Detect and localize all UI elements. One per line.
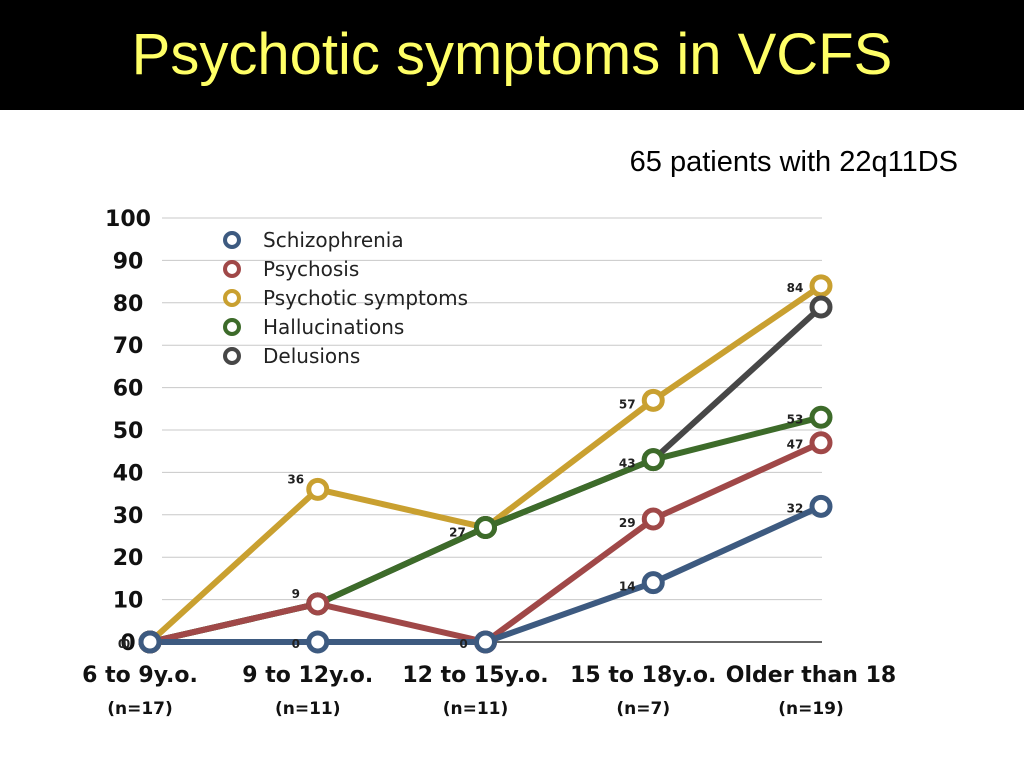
data-label: 53 bbox=[787, 412, 804, 426]
x-tick-label: 6 to 9y.o. bbox=[82, 663, 198, 688]
legend-label: Hallucinations bbox=[263, 315, 404, 339]
legend-marker-hallucinations bbox=[223, 318, 241, 336]
data-label: 36 bbox=[287, 472, 304, 486]
data-label: 57 bbox=[619, 397, 636, 411]
slide-subtitle: 65 patients with 22q11DS bbox=[629, 146, 958, 178]
series-point-delusions bbox=[809, 295, 833, 319]
legend-label: Psychosis bbox=[263, 257, 359, 281]
title-bar bbox=[0, 0, 1024, 110]
y-tick-label: 90 bbox=[113, 249, 144, 274]
y-tick-label: 60 bbox=[113, 377, 144, 402]
x-tick-sublabel: (n=17) bbox=[107, 699, 173, 719]
legend-label: Psychotic symptoms bbox=[263, 286, 468, 310]
y-tick-label: 40 bbox=[113, 461, 144, 486]
data-label: 0 bbox=[292, 637, 300, 651]
y-tick-label: 80 bbox=[113, 292, 144, 317]
series-point-hallucinations bbox=[809, 405, 833, 429]
series-point-psychotic-symptoms bbox=[306, 477, 330, 501]
series-point-hallucinations bbox=[474, 516, 497, 540]
series-point-schizophrenia bbox=[306, 630, 330, 654]
data-label: 0 bbox=[122, 637, 130, 651]
x-tick-sublabel: (n=11) bbox=[443, 699, 509, 719]
series-point-schizophrenia bbox=[641, 571, 665, 595]
slide-title: Psychotic symptoms in VCFS bbox=[131, 22, 893, 87]
y-tick-label: 100 bbox=[105, 207, 151, 232]
data-label: 32 bbox=[787, 501, 804, 515]
x-tick-sublabel: (n=19) bbox=[778, 699, 844, 719]
x-tick-label: 12 to 15y.o. bbox=[402, 663, 548, 688]
data-label: 27 bbox=[449, 526, 466, 540]
series-line-psychotic-symptoms bbox=[147, 282, 824, 645]
series-point-psychotic-symptoms bbox=[809, 274, 833, 298]
series-point-schizophrenia bbox=[809, 494, 833, 518]
data-label: 84 bbox=[787, 281, 804, 295]
x-tick-sublabel: (n=7) bbox=[616, 699, 670, 719]
data-label: 0 bbox=[118, 637, 126, 651]
data-label: 9 bbox=[292, 587, 300, 601]
data-label: 14 bbox=[619, 580, 636, 594]
data-label: 43 bbox=[619, 457, 636, 471]
y-tick-label: 0 bbox=[120, 631, 135, 656]
series-point-psychotic-symptoms bbox=[641, 388, 665, 412]
x-tick-sublabel: (n=11) bbox=[275, 699, 341, 719]
series-point-psychosis bbox=[809, 431, 833, 455]
legend-label: Delusions bbox=[263, 344, 360, 368]
y-tick-label: 20 bbox=[113, 546, 144, 571]
x-tick-label: 9 to 12y.o. bbox=[242, 663, 373, 688]
y-tick-label: 30 bbox=[113, 504, 144, 529]
data-label: 0 bbox=[459, 637, 467, 651]
legend-label: Schizophrenia bbox=[263, 228, 404, 252]
x-tick-label: 15 to 18y.o. bbox=[570, 663, 716, 688]
series-point-schizophrenia bbox=[138, 630, 162, 654]
y-tick-label: 70 bbox=[113, 334, 144, 359]
legend-marker-schizophrenia bbox=[223, 231, 241, 249]
data-label: 47 bbox=[787, 438, 804, 452]
series-point-psychosis bbox=[306, 592, 330, 616]
legend-marker-psychotic-symptoms bbox=[223, 289, 241, 307]
legend-marker-psychosis bbox=[223, 260, 241, 278]
series-point-psychosis bbox=[641, 507, 665, 531]
data-label: 29 bbox=[619, 516, 636, 530]
y-tick-label: 50 bbox=[113, 419, 144, 444]
legend-marker-delusions bbox=[223, 347, 241, 365]
y-tick-label: 10 bbox=[113, 589, 144, 614]
series-point-hallucinations bbox=[641, 448, 665, 472]
series-point-schizophrenia bbox=[474, 630, 497, 654]
x-tick-label: Older than 18 bbox=[726, 663, 896, 688]
